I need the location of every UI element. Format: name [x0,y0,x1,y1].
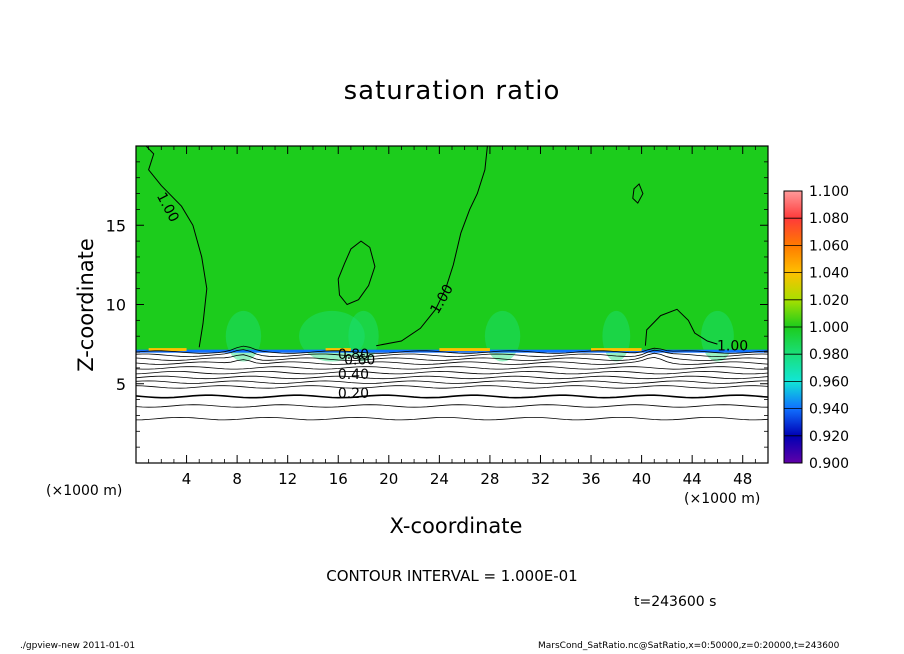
x-tick-label: 44 [683,470,702,488]
contour-line [136,345,768,354]
y-tick-label: 15 [106,216,126,235]
contour-line [136,370,768,375]
field-warm-band [439,348,490,352]
field-plume [701,310,734,362]
colorbar-band [784,327,802,355]
x-tick-label: 12 [278,470,297,488]
x-tick-label: 32 [531,470,550,488]
colorbar-label: 0.900 [809,456,849,472]
x-tick-label: 20 [379,470,398,488]
x-axis: 4 8 12 16 20 24 28 32 36 40 44 48 [148,146,756,488]
colorbar-label: 1.060 [809,238,849,254]
colorbar-label: 1.080 [809,211,849,227]
colorbar-band [784,408,802,436]
contour-label: 0.80 [338,347,369,363]
footer-left: ./gpview-new 2011-01-01 [20,641,136,651]
x-tick-label: 4 [182,470,192,488]
x-tick-label: 24 [430,470,449,488]
field-plume [348,310,379,362]
x-tick-label: 40 [632,470,651,488]
contour-line [136,404,768,408]
colorbar-band [784,191,802,219]
colorbar-label: 1.020 [809,293,849,309]
chart-title: saturation ratio [343,76,561,106]
colorbar-label: 0.940 [809,402,849,418]
colorbar-band [784,299,802,327]
x-unit-label-left: (×1000 m) [46,483,123,499]
field-saturated [136,146,768,351]
y-axis-label: Z-coordinate [74,238,98,372]
contour-interval: CONTOUR INTERVAL = 1.000E-01 [326,567,578,585]
contour-line [136,380,768,384]
colorbar-band [784,381,802,409]
field-warm-band [148,348,187,352]
contour-line [136,385,768,389]
contour-line [136,366,768,370]
contour-line [632,183,644,204]
contour-label: 1.00 [717,338,748,354]
colorbar-band [784,272,802,300]
footer-right: MarsCond_SatRatio.nc@SatRatio,x=0:50000,… [538,641,840,651]
colorbar: 1.100 1.080 1.060 1.040 1.020 1.000 0.980 0.960… [783,184,849,472]
contour-line [136,394,768,399]
contour-line [145,146,208,348]
contour-line [337,240,376,306]
x-tick-label: 8 [232,470,242,488]
colorbar-band [784,354,802,382]
contour-line [376,146,488,347]
x-tick-label: 16 [329,470,348,488]
x-tick-label: 48 [733,470,752,488]
x-axis-label: X-coordinate [389,514,523,538]
contour-line [136,349,768,357]
y-axis: 5 10 15 [106,161,768,448]
x-tick-label: 36 [581,470,600,488]
colorbar-band [784,218,802,246]
colorbar-band [784,435,802,463]
contour-line [136,375,768,380]
x-unit-label-right: (×1000 m) [684,491,761,507]
contour-label: 0.60 [344,353,375,369]
colorbar-band [784,245,802,273]
field-warm-band [591,348,642,352]
plot-area: 1.001.001.000.800.600.400.20 [136,146,768,463]
time-label: t=243600 s [634,594,717,610]
colorbar-label: 0.980 [809,347,849,363]
contour-line [644,308,718,346]
contour-line [136,416,768,421]
x-tick-label: 28 [480,470,499,488]
y-tick-label: 5 [116,375,126,394]
contour-label: 0.40 [338,367,369,383]
colorbar-label: 0.920 [809,429,849,445]
field-plume [484,310,521,362]
field-edge-band [136,349,768,353]
field-warm-band [325,348,351,352]
colorbar-label: 1.040 [809,266,849,282]
contour-line [136,352,768,361]
contour-label: 0.20 [338,386,369,402]
colorbar-label: 0.960 [809,374,849,390]
colorbar-label: 1.000 [809,320,849,336]
field-plume [602,310,631,362]
y-tick-label: 10 [106,296,126,315]
contour-line [136,356,768,365]
colorbar-label: 1.100 [809,184,849,200]
